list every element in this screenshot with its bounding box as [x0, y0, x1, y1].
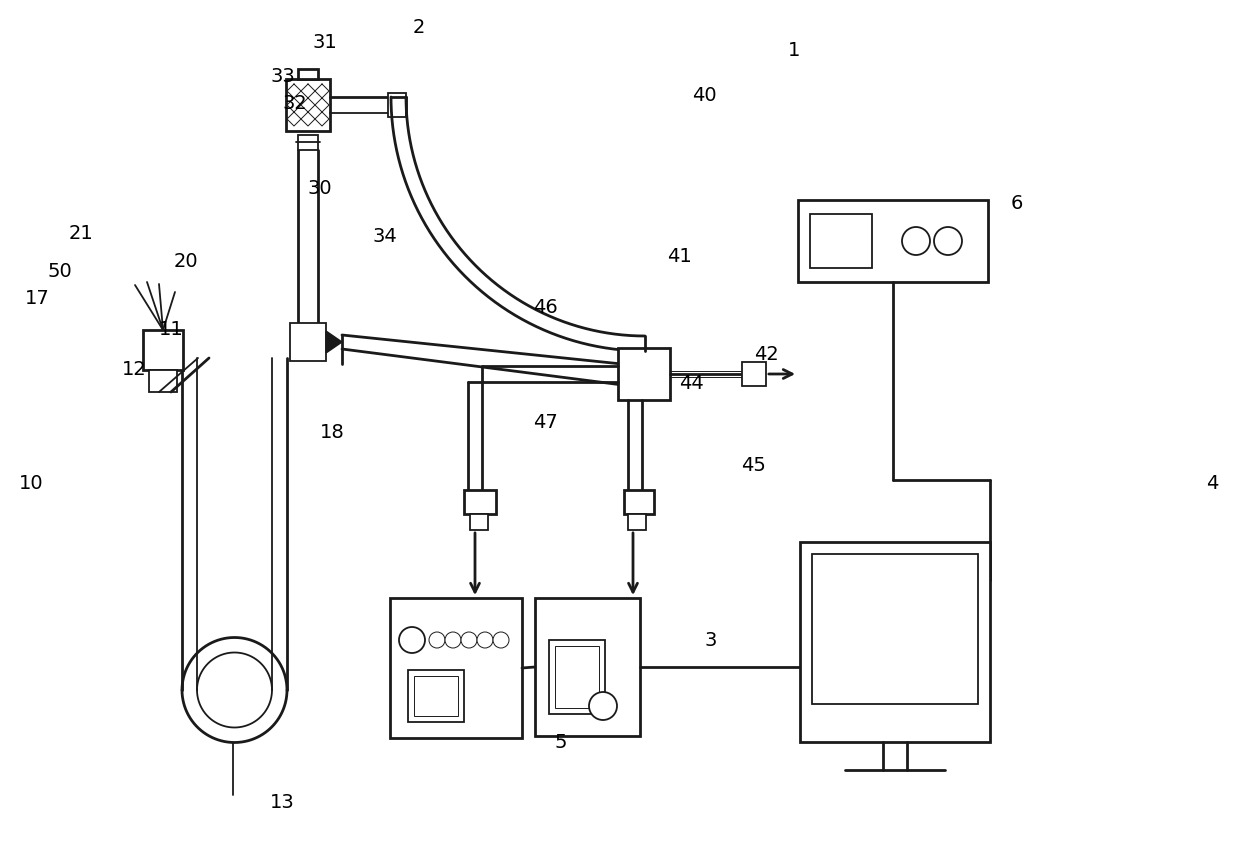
Text: 40: 40 — [692, 86, 717, 104]
Text: 50: 50 — [47, 262, 72, 281]
Bar — [742, 362, 766, 386]
Text: 31: 31 — [312, 33, 337, 52]
Bar — [298, 135, 317, 150]
Bar — [464, 490, 496, 514]
Bar — [812, 554, 978, 704]
Text: 33: 33 — [270, 67, 295, 86]
Bar — [549, 640, 605, 714]
Bar — [290, 323, 326, 361]
Circle shape — [461, 632, 477, 648]
Text: 17: 17 — [25, 290, 50, 308]
Text: 18: 18 — [320, 424, 345, 442]
Bar — [534, 598, 640, 736]
Bar — [556, 646, 599, 708]
Bar — [388, 93, 405, 117]
Text: 20: 20 — [174, 252, 198, 271]
Bar — [298, 69, 317, 79]
Circle shape — [494, 632, 508, 648]
Text: 13: 13 — [270, 793, 295, 812]
Text: 21: 21 — [68, 224, 93, 243]
Text: 11: 11 — [159, 320, 184, 339]
Text: 47: 47 — [533, 413, 558, 432]
Bar — [408, 670, 464, 722]
Bar — [627, 514, 646, 530]
Circle shape — [445, 632, 461, 648]
Polygon shape — [326, 331, 342, 353]
Circle shape — [934, 227, 962, 255]
Text: 46: 46 — [533, 298, 558, 317]
Text: 44: 44 — [680, 374, 704, 393]
Text: 4: 4 — [1207, 475, 1219, 493]
Text: 42: 42 — [754, 346, 779, 364]
Text: 41: 41 — [667, 247, 692, 266]
Bar — [470, 514, 489, 530]
Text: 30: 30 — [308, 179, 332, 198]
Bar — [624, 490, 653, 514]
Text: 3: 3 — [704, 632, 717, 650]
Bar — [149, 370, 177, 392]
Text: 12: 12 — [122, 360, 146, 379]
Bar — [810, 214, 872, 268]
Bar — [800, 542, 990, 742]
Circle shape — [901, 227, 930, 255]
Text: 2: 2 — [413, 18, 425, 37]
Bar — [414, 676, 458, 716]
Circle shape — [429, 632, 445, 648]
Text: 45: 45 — [742, 456, 766, 475]
Text: 34: 34 — [372, 227, 397, 245]
Circle shape — [477, 632, 494, 648]
Circle shape — [589, 692, 618, 720]
Circle shape — [399, 627, 425, 653]
Text: 6: 6 — [1011, 194, 1023, 213]
Bar — [618, 348, 670, 400]
Text: 32: 32 — [283, 94, 308, 113]
Text: 1: 1 — [787, 42, 800, 60]
Bar — [391, 598, 522, 738]
Bar — [286, 79, 330, 131]
Text: 5: 5 — [554, 734, 567, 752]
Text: 10: 10 — [19, 475, 43, 493]
Bar — [143, 330, 184, 370]
Bar — [799, 200, 988, 282]
